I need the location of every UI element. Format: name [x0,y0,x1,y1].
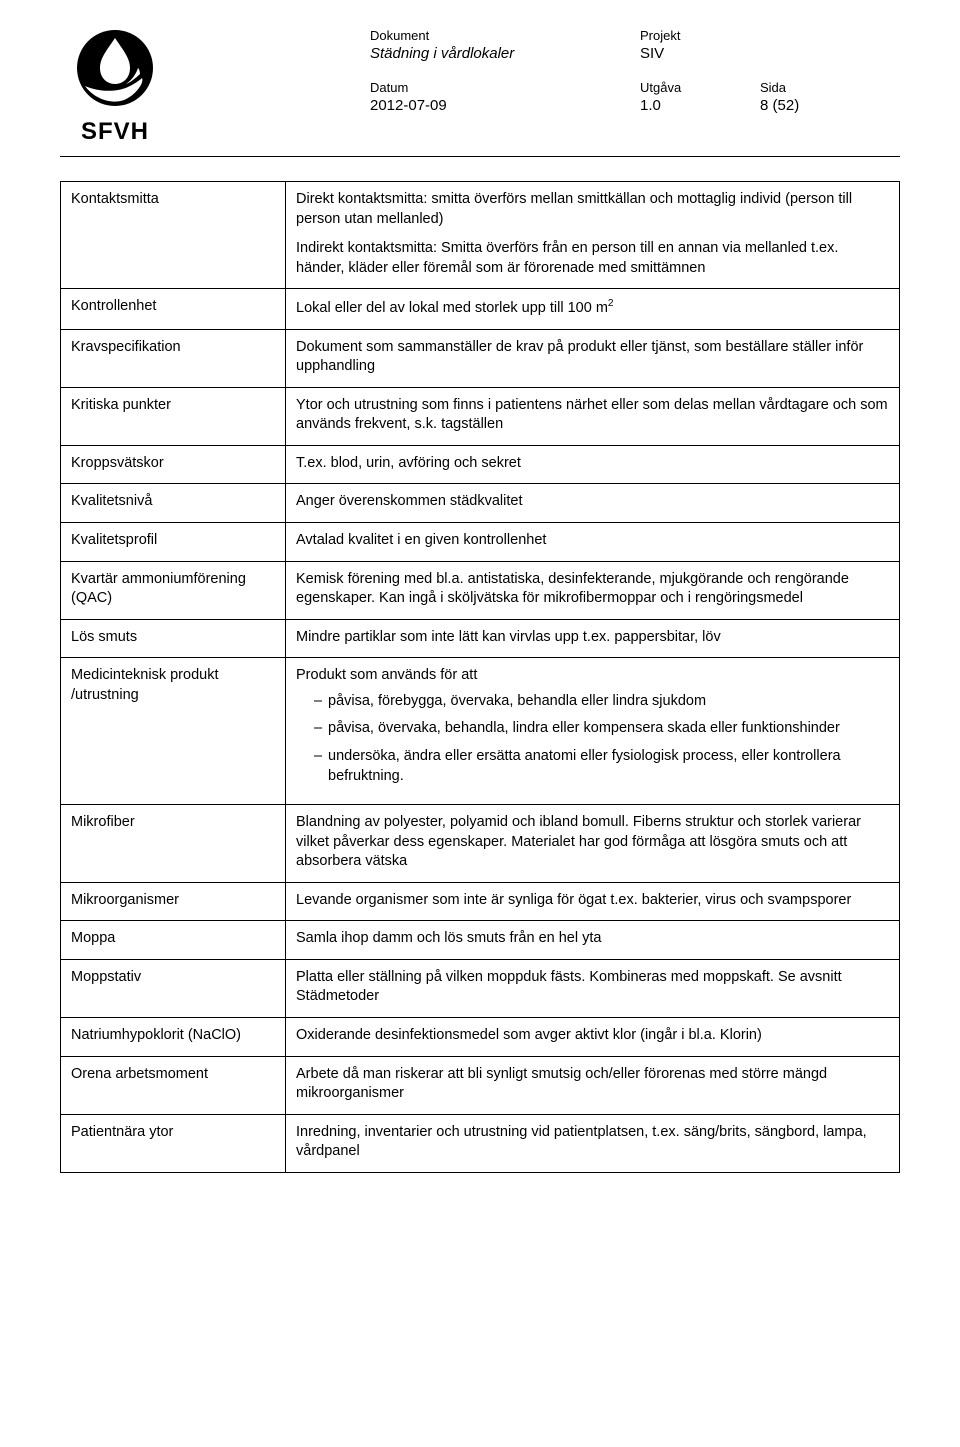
projekt-value: SIV [640,45,760,62]
definition-text: Direkt kontaktsmitta: smitta överförs me… [296,190,889,229]
definition-text: Inredning, inventarier och utrustning vi… [296,1123,889,1162]
definition-cell: Anger överenskommen städkvalitet [286,484,900,523]
definition-text: Indirekt kontaktsmitta: Smitta överförs … [296,239,889,278]
term-cell: Kontaktsmitta [61,182,286,289]
definition-cell: Lokal eller del av lokal med storlek upp… [286,289,900,329]
table-row: Kvartär ammoniumförening (QAC) Kemisk för… [61,561,900,619]
term-cell: Patientnära ytor [61,1114,286,1172]
definition-cell: Levande organismer som inte är synliga f… [286,882,900,921]
definition-cell: T.ex. blod, urin, avföring och sekret [286,445,900,484]
term-cell: Natriumhypoklorit (NaClO) [61,1018,286,1057]
page-header: SFVH Dokument Projekt Städning i vårdlok… [60,28,900,148]
table-row: Orena arbetsmoment Arbete då man riskerar… [61,1056,900,1114]
definition-text: Lokal eller del av lokal med storlek upp… [296,297,889,318]
term-cell: Kvalitetsnivå [61,484,286,523]
term-cell: Kravspecifikation [61,329,286,387]
definition-cell: Ytor och utrustning som finns i patiente… [286,387,900,445]
definition-cell: Arbete då man riskerar att bli synligt s… [286,1056,900,1114]
definition-cell: Dokument som sammanställer de krav på pr… [286,329,900,387]
table-row: Kravspecifikation Dokument som sammanstäl… [61,329,900,387]
term-cell: Moppa [61,921,286,960]
definition-text: Ytor och utrustning som finns i patiente… [296,396,889,435]
header-divider [60,156,900,157]
term-cell: Kvalitetsprofil [61,523,286,562]
table-row: Natriumhypoklorit (NaClO) Oxiderande desi… [61,1018,900,1057]
definition-cell: Produkt som används för att påvisa, föreb… [286,658,900,805]
table-row: Kroppsvätskor T.ex. blod, urin, avföring … [61,445,900,484]
datum-value: 2012-07-09 [370,97,640,114]
definition-text: Oxiderande desinfektionsmedel som avger … [296,1026,889,1046]
definition-lead: Produkt som används för att [296,666,889,686]
table-row: Kvalitetsprofil Avtalad kvalitet i en giv… [61,523,900,562]
table-row: Patientnära ytor Inredning, inventarier o… [61,1114,900,1172]
definition-text: Dokument som sammanställer de krav på pr… [296,338,889,377]
list-item: påvisa, övervaka, behandla, lindra eller… [314,719,889,739]
logo-text: SFVH [60,118,170,146]
table-row: MikrofiberBlandning av polyester, polyam… [61,805,900,883]
term-cell: Medicinteknisk produkt /utrustning [61,658,286,805]
table-row: Kontrollenhet Lokal eller del av lokal me… [61,289,900,329]
definitions-table: Kontaktsmitta Direkt kontaktsmitta: smitt… [60,181,900,1173]
definition-text: Mindre partiklar som inte lätt kan virvl… [296,628,889,648]
table-row: Mikroorganismer Levande organismer som in… [61,882,900,921]
definition-text: Samla ihop damm och lös smuts från en he… [296,929,889,949]
term-cell: Kritiska punkter [61,387,286,445]
definition-cell: Oxiderande desinfektionsmedel som avger … [286,1018,900,1057]
definition-cell: Inredning, inventarier och utrustning vi… [286,1114,900,1172]
definition-cell: Samla ihop damm och lös smuts från en he… [286,921,900,960]
logo: SFVH [60,28,190,148]
definition-text: Blandning av polyester, polyamid och ibl… [296,813,889,872]
term-cell: Kroppsvätskor [61,445,286,484]
table-row: Medicinteknisk produkt /utrustningProduk… [61,658,900,805]
term-cell: Mikrofiber [61,805,286,883]
term-cell: Moppstativ [61,959,286,1017]
utgava-label: Utgåva [640,80,760,95]
term-cell: Kontrollenhet [61,289,286,329]
definition-cell: Kemisk förening med bl.a. antistatiska, … [286,561,900,619]
term-cell: Orena arbetsmoment [61,1056,286,1114]
table-row: Kvalitetsnivå Anger överenskommen städkva… [61,484,900,523]
utgava-value: 1.0 [640,97,760,114]
table-row: Kontaktsmitta Direkt kontaktsmitta: smitt… [61,182,900,289]
sida-label: Sida [760,80,820,95]
definition-cell: Avtalad kvalitet i en given kontrollenhe… [286,523,900,562]
list-item: påvisa, förebygga, övervaka, behandla el… [314,692,889,712]
definition-text: Anger överenskommen städkvalitet [296,492,889,512]
definition-text: Platta eller ställning på vilken moppduk… [296,968,889,1007]
sfvh-logo-icon [60,28,170,116]
dokument-value: Städning i vårdlokaler [370,45,640,62]
table-row: Moppa Samla ihop damm och lös smuts från … [61,921,900,960]
definition-text: T.ex. blod, urin, avföring och sekret [296,454,889,474]
definition-text: Arbete då man riskerar att bli synligt s… [296,1065,889,1104]
datum-label: Datum [370,80,640,95]
table-row: Kritiska punkter Ytor och utrustning som … [61,387,900,445]
dokument-label: Dokument [370,28,640,43]
definition-cell: Platta eller ställning på vilken moppduk… [286,959,900,1017]
term-cell: Lös smuts [61,619,286,658]
definition-cell: Mindre partiklar som inte lätt kan virvl… [286,619,900,658]
definition-list: påvisa, förebygga, övervaka, behandla el… [296,692,889,786]
list-item: undersöka, ändra eller ersätta anatomi e… [314,747,889,786]
projekt-label: Projekt [640,28,760,43]
definition-cell: Direkt kontaktsmitta: smitta överförs me… [286,182,900,289]
sida-value: 8 (52) [760,97,820,114]
table-row: Lös smuts Mindre partiklar som inte lätt … [61,619,900,658]
term-cell: Mikroorganismer [61,882,286,921]
definition-text: Avtalad kvalitet i en given kontrollenhe… [296,531,889,551]
definition-text: Kemisk förening med bl.a. antistatiska, … [296,570,889,609]
table-row: Moppstativ Platta eller ställning på vilk… [61,959,900,1017]
term-cell: Kvartär ammoniumförening (QAC) [61,561,286,619]
definition-cell: Blandning av polyester, polyamid och ibl… [286,805,900,883]
definition-text: Levande organismer som inte är synliga f… [296,891,889,911]
